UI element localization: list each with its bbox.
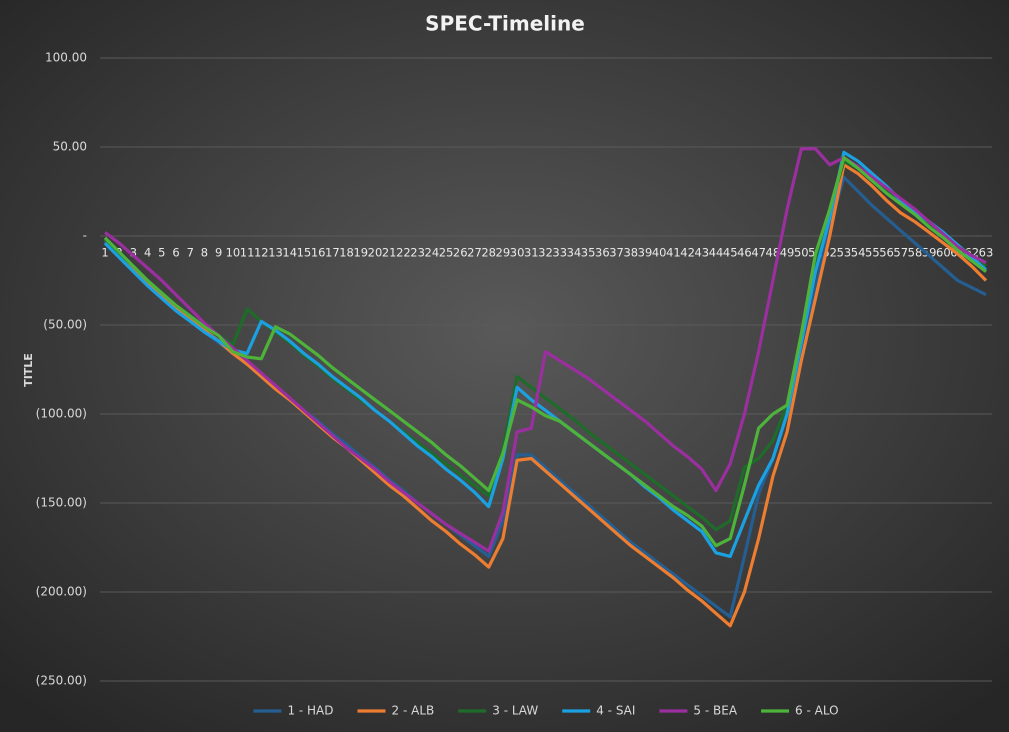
x-tick-label: 43	[694, 246, 709, 260]
chart-title: SPEC-Timeline	[425, 12, 585, 36]
x-tick-label: 28	[481, 246, 496, 260]
x-tick-label: 7	[187, 246, 194, 260]
x-tick-label: 6	[172, 246, 179, 260]
x-tick-label: 18	[339, 246, 354, 260]
y-tick-label: (150.00)	[36, 496, 87, 510]
x-tick-label: 22	[396, 246, 411, 260]
x-tick-label: 12	[254, 246, 269, 260]
x-tick-label: 24	[425, 246, 440, 260]
x-tick-label: 3	[130, 246, 137, 260]
x-tick-label: 63	[979, 246, 994, 260]
x-tick-label: 17	[325, 246, 340, 260]
x-tick-label: 15	[297, 246, 312, 260]
x-tick-label: 1	[101, 246, 108, 260]
x-tick-label: 11	[240, 246, 255, 260]
series-line	[103, 163, 988, 628]
series-line	[103, 156, 987, 548]
x-tick-label: 41	[666, 246, 681, 260]
x-tick-label: 59	[922, 246, 937, 260]
x-tick-label: 54	[851, 246, 866, 260]
y-tick-label: (100.00)	[36, 407, 87, 421]
x-tick-label: 36	[595, 246, 610, 260]
x-tick-label: 20	[368, 246, 383, 260]
x-tick-label: 46	[737, 246, 752, 260]
x-tick-label: 49	[780, 246, 795, 260]
x-tick-label: 13	[268, 246, 283, 260]
x-tick-label: 31	[524, 246, 539, 260]
x-tick-label: 45	[723, 246, 738, 260]
legend-label: 1 - HAD	[287, 704, 333, 718]
x-tick-label: 34	[567, 246, 582, 260]
x-tick-label: 37	[609, 246, 624, 260]
x-tick-label: 26	[453, 246, 468, 260]
legend-label: 5 - BEA	[693, 704, 737, 718]
x-tick-label: 9	[215, 246, 222, 260]
x-tick-label: 4	[144, 246, 151, 260]
x-tick-label: 38	[623, 246, 638, 260]
x-tick-label: 29	[496, 246, 511, 260]
x-tick-label: 55	[865, 246, 880, 260]
x-tick-label: 19	[353, 246, 368, 260]
legend-label: 2 - ALB	[392, 704, 435, 718]
y-tick-label: -	[83, 229, 87, 243]
x-tick-label: 50	[794, 246, 809, 260]
legend-label: 3 - LAW	[492, 704, 538, 718]
y-tick-label: (50.00)	[43, 318, 87, 332]
x-tick-label: 35	[581, 246, 596, 260]
x-tick-label: 16	[311, 246, 326, 260]
x-tick-label: 8	[201, 246, 208, 260]
legend-label: 6 - ALO	[795, 704, 839, 718]
x-tick-label: 44	[709, 246, 724, 260]
x-tick-label: 30	[510, 246, 525, 260]
x-tick-label: 33	[552, 246, 567, 260]
x-tick-label: 57	[893, 246, 908, 260]
x-tick-label: 21	[382, 246, 397, 260]
legend-label: 4 - SAI	[596, 704, 635, 718]
x-tick-label: 60	[936, 246, 951, 260]
y-tick-label: 50.00	[53, 140, 87, 154]
y-tick-label: (250.00)	[36, 674, 87, 688]
x-tick-label: 47	[751, 246, 766, 260]
x-tick-label: 5	[158, 246, 165, 260]
y-tick-label: (200.00)	[36, 585, 87, 599]
legend: 1 - HAD 2 - ALB 3 - LAW 4 - SAI 5 - BEA 6 - A…	[253, 704, 839, 718]
x-tick-label: 32	[538, 246, 553, 260]
y-axis-title: TITLE	[22, 353, 35, 387]
x-tick-label: 56	[879, 246, 894, 260]
x-tick-label: 14	[282, 246, 297, 260]
series-line	[104, 147, 987, 553]
x-tick-label: 25	[439, 246, 454, 260]
x-tick-label: 58	[908, 246, 923, 260]
x-tick-label: 53	[837, 246, 852, 260]
x-tick-label: 27	[467, 246, 482, 260]
x-tick-label: 10	[226, 246, 241, 260]
x-tick-label: 23	[410, 246, 425, 260]
y-tick-label: 100.00	[45, 51, 87, 65]
x-tick-label: 39	[638, 246, 653, 260]
x-tick-label: 42	[680, 246, 695, 260]
x-tick-label: 40	[652, 246, 667, 260]
